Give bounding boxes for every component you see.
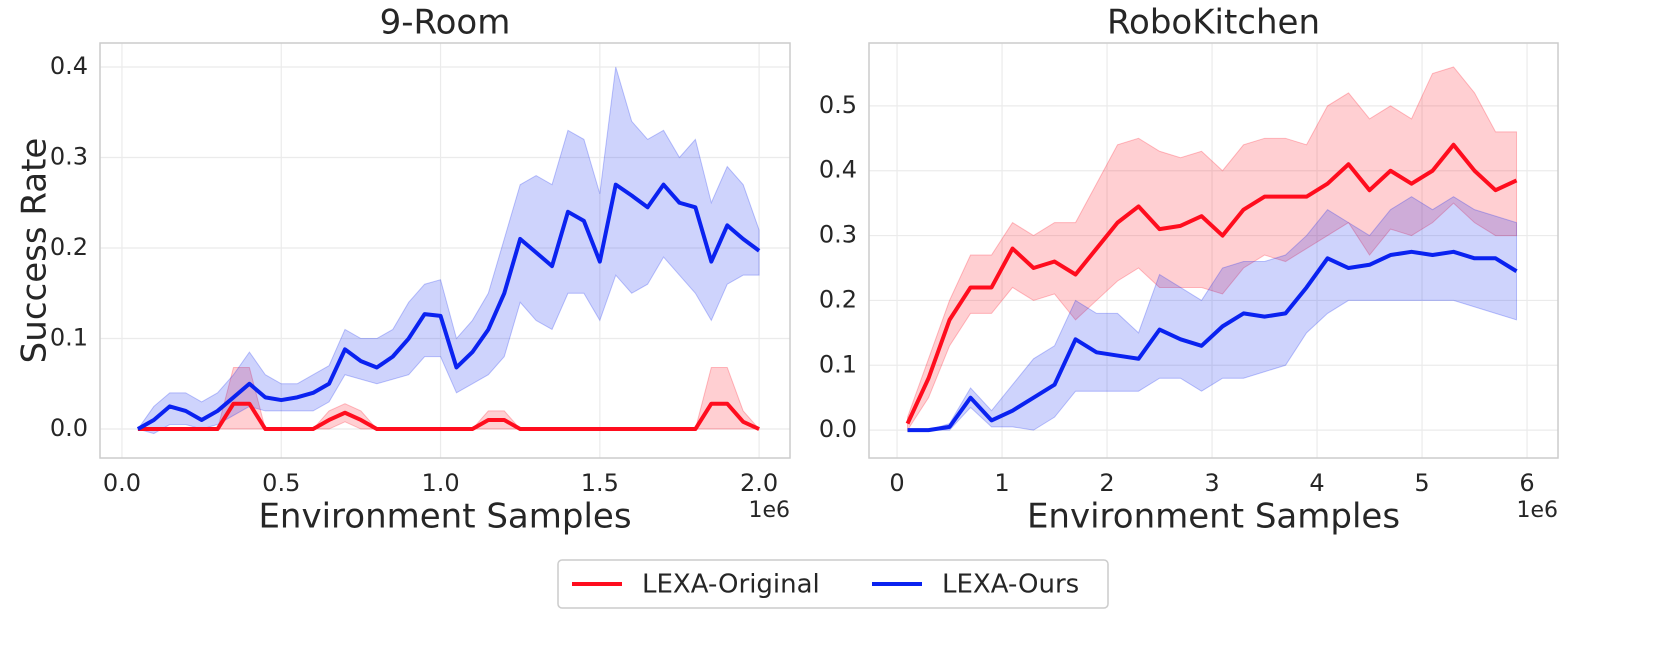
y-tick-label: 0.3	[819, 221, 857, 249]
line	[136, 182, 761, 431]
legend-label: LEXA-Ours	[942, 570, 1079, 600]
y-axis-label: Success Rate	[15, 138, 55, 364]
legend-frame	[557, 559, 1109, 609]
x-tick-label: 3	[1204, 469, 1219, 497]
y-tick-label: 0.0	[50, 414, 88, 442]
y-tick-label: 0.2	[819, 285, 857, 313]
subplot: 0.0 0.5 1.0 1.5 2.0 0.0 0.1 0.2 0.3 0.4 9-Room Envi…	[15, 3, 791, 537]
axes-frame	[868, 42, 1559, 459]
legend: LEXA-Original LEXA-Ours	[557, 559, 1109, 609]
legend-label: LEXA-Original	[642, 570, 820, 600]
y-tick-label: 0.1	[50, 324, 88, 352]
chart-title: RoboKitchen	[1107, 3, 1320, 43]
x-tick-label: 1	[994, 469, 1009, 497]
y-tick-label: 0.1	[819, 350, 857, 378]
line	[907, 249, 1518, 433]
x-tick-label: 2	[1099, 469, 1114, 497]
y-tick-label: 0.4	[50, 52, 88, 80]
y-tick-label: 0.0	[819, 415, 857, 443]
x-tick-label: 6	[1519, 469, 1534, 497]
x-offset-label: 1e6	[1516, 498, 1558, 523]
x-tick-label: 1.0	[421, 469, 459, 497]
x-tick-label: 0.5	[262, 469, 300, 497]
y-tick-label: 0.5	[819, 91, 857, 119]
x-axis-label: Environment Samples	[1027, 497, 1400, 537]
axes-frame	[99, 42, 791, 459]
x-tick-label: 4	[1309, 469, 1324, 497]
y-tick-label: 0.4	[819, 156, 857, 184]
line	[137, 401, 760, 432]
y-tick-label: 0.2	[50, 233, 88, 261]
y-tick-label: 0.3	[50, 142, 88, 170]
band	[137, 66, 760, 435]
subplot: 0 1 2 3 4 5 6 0.0 0.1 0.2 0.3 0.4 0.5 RoboKitchen Envi…	[819, 3, 1559, 537]
x-tick-label: 0.0	[103, 469, 141, 497]
x-tick-label: 0	[889, 469, 904, 497]
line	[905, 142, 1518, 425]
x-tick-label: 5	[1414, 469, 1429, 497]
band	[907, 66, 1518, 432]
x-offset-label: 1e6	[748, 498, 790, 523]
x-tick-label: 1.5	[581, 469, 619, 497]
x-axis-label: Environment Samples	[258, 497, 631, 537]
chart-title: 9-Room	[380, 3, 511, 43]
x-tick-label: 2.0	[740, 469, 778, 497]
